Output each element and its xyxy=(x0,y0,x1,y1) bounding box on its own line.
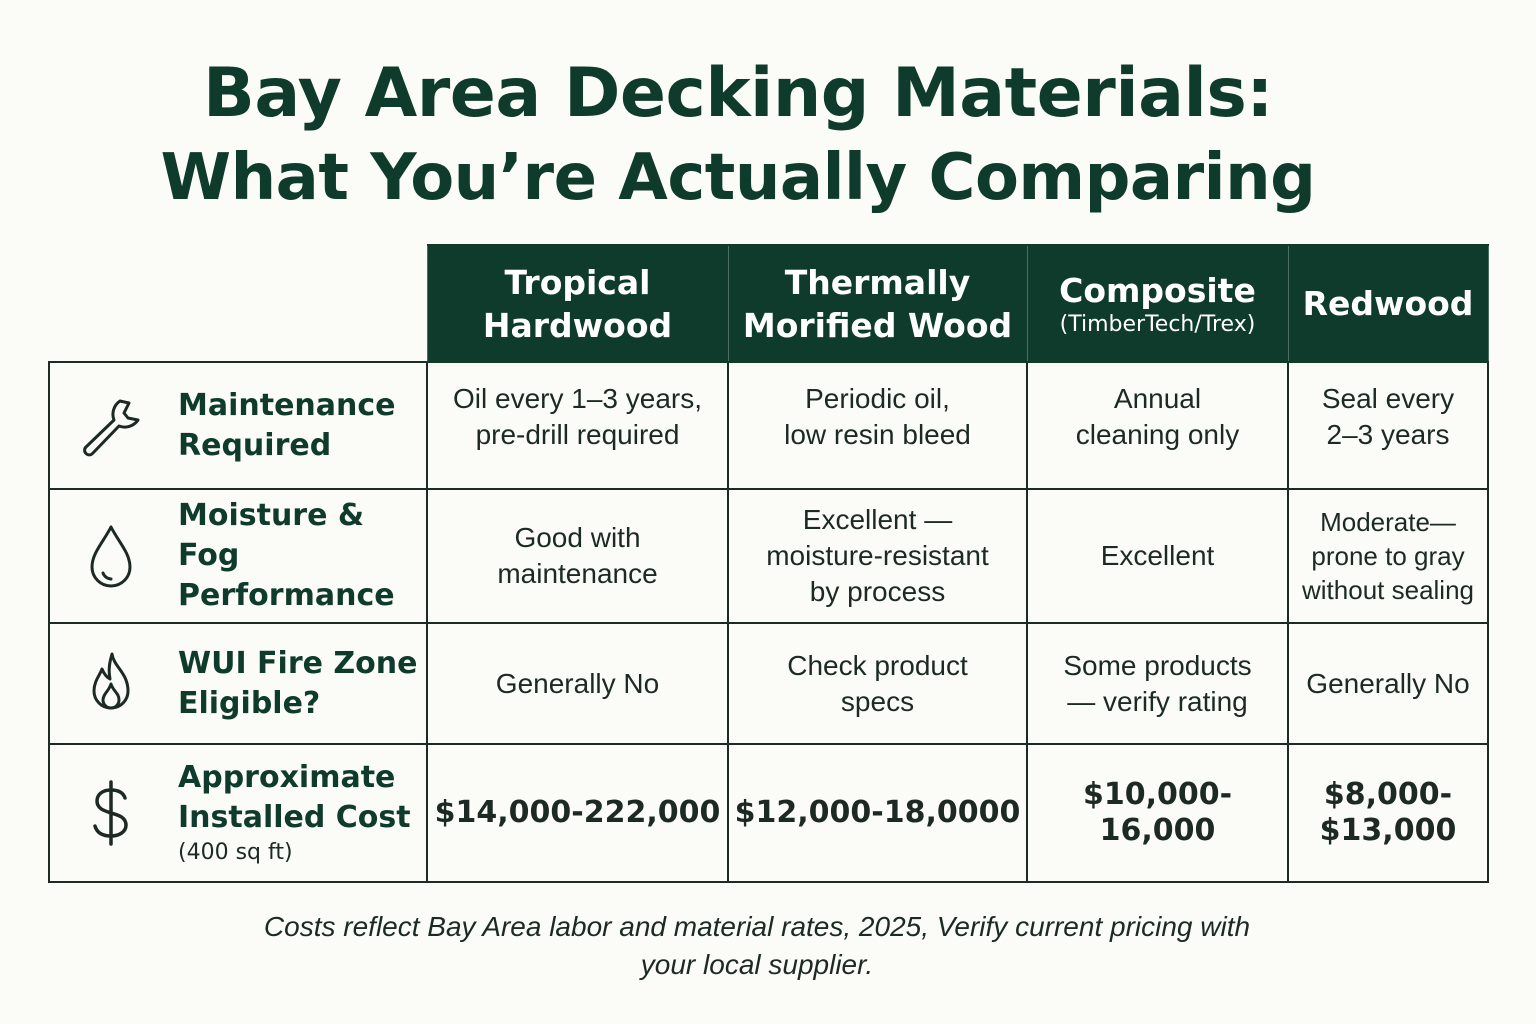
column-header-line: Morified Wood xyxy=(742,305,1013,345)
cell-line: Moderate— xyxy=(1320,507,1456,537)
wrench-icon xyxy=(76,391,146,461)
column-header-composite: Composite (TimberTech/Trex) xyxy=(1026,244,1289,363)
table-row: Maintenance Required Oil every 1–3 years… xyxy=(48,361,1489,490)
cell-line: 2–3 years xyxy=(1326,419,1450,450)
cell-line: low resin bleed xyxy=(784,419,971,450)
flame-icon xyxy=(76,649,146,719)
column-header-line: Tropical xyxy=(504,262,651,302)
row-label-line: Moisture & xyxy=(178,498,365,533)
table-cell: Some products — verify rating xyxy=(1026,622,1289,745)
column-header-redwood: Redwood xyxy=(1287,244,1489,363)
cell-line: moisture-resistant xyxy=(766,540,989,571)
footnote: Costs reflect Bay Area labor and materia… xyxy=(0,908,1514,984)
cell-line: Periodic oil, xyxy=(805,383,950,414)
row-label-note: (400 sq ft) xyxy=(178,840,293,865)
cell-line: specs xyxy=(840,685,915,717)
row-header-wui-fire: WUI Fire Zone Eligible? xyxy=(48,622,428,745)
row-label-line: Fog Performance xyxy=(178,538,395,613)
table-cell: Good with maintenance xyxy=(426,488,729,624)
cell-line: Oil every 1–3 years, xyxy=(453,383,702,414)
cell-line: Excellent — xyxy=(802,504,953,535)
table-cell: Moderate— prone to gray without sealing xyxy=(1287,488,1489,624)
table-cell: $14,000-222,000 xyxy=(426,743,729,883)
cell-line: Generally No xyxy=(495,667,660,699)
cell-line: Check product xyxy=(787,649,968,681)
table-cell: Seal every 2–3 years xyxy=(1287,361,1489,490)
row-header-moisture: Moisture & Fog Performance xyxy=(48,488,428,624)
row-label: Approximate Installed Cost (400 sq ft) xyxy=(178,758,411,868)
table-row: WUI Fire Zone Eligible? Generally No Che… xyxy=(48,622,1489,745)
row-label-line: Installed Cost xyxy=(178,800,411,835)
table-cell: Generally No xyxy=(1287,622,1489,745)
row-header-cost: Approximate Installed Cost (400 sq ft) xyxy=(48,743,428,883)
column-header-line: Hardwood xyxy=(482,305,673,345)
table-cell: $8,000- $13,000 xyxy=(1287,743,1489,883)
column-header-line: Composite xyxy=(1059,271,1256,310)
column-header-line: Thermally xyxy=(784,262,971,302)
row-label: Moisture & Fog Performance xyxy=(178,496,426,616)
row-label-line: WUI Fire Zone xyxy=(178,645,418,681)
footnote-line: your local supplier. xyxy=(640,949,874,980)
table-cell: Excellent xyxy=(1026,488,1289,624)
column-header-thermally-modified: Thermally Morified Wood xyxy=(727,244,1028,363)
row-label: Maintenance Required xyxy=(178,386,396,466)
cell-line: maintenance xyxy=(497,558,658,589)
table-cell: Check product specs xyxy=(727,622,1028,745)
row-label-line: Required xyxy=(178,427,332,463)
cell-line: prone to gray xyxy=(1311,541,1465,571)
table-header-row: Tropical Hardwood Thermally Morified Woo… xyxy=(49,244,1489,363)
table-row: Moisture & Fog Performance Good with mai… xyxy=(48,488,1489,624)
column-header-sub: (TimberTech/Trex) xyxy=(1059,312,1256,337)
row-header-maintenance: Maintenance Required xyxy=(48,361,428,490)
header-corner xyxy=(49,245,427,362)
table-row: Approximate Installed Cost (400 sq ft) $… xyxy=(48,743,1489,883)
page-subtitle: What You’re Actually Comparing xyxy=(160,141,1316,215)
cell-line: Some products xyxy=(1063,649,1252,681)
table-cell: Periodic oil, low resin bleed xyxy=(727,361,1028,490)
page-title: Bay Area Decking Materials: xyxy=(202,54,1274,133)
cell-line: without sealing xyxy=(1302,575,1474,605)
footnote-line: Costs reflect Bay Area labor and materia… xyxy=(263,911,1251,942)
row-label-line: Eligible? xyxy=(178,685,321,721)
table-cell: Excellent — moisture-resistant by proces… xyxy=(727,488,1028,624)
cell-line: $13,000 xyxy=(1319,813,1457,848)
cell-line: by process xyxy=(809,576,946,607)
cell-line: $10,000-16,000 xyxy=(1082,777,1233,848)
cell-line: Seal every xyxy=(1321,383,1455,414)
cell-line: Good with xyxy=(514,522,641,553)
table-cell: Oil every 1–3 years, pre-drill required xyxy=(426,361,729,490)
row-label-line: Maintenance xyxy=(178,387,396,423)
cell-line: cleaning only xyxy=(1075,419,1240,450)
row-label-line: Approximate xyxy=(178,760,396,795)
cell-line: $12,000-18,0000 xyxy=(734,795,1021,830)
cell-line: Generally No xyxy=(1306,667,1470,699)
table-cell: $12,000-18,0000 xyxy=(727,743,1028,883)
cell-line: — verify rating xyxy=(1067,685,1248,717)
column-header-tropical-hardwood: Tropical Hardwood xyxy=(426,244,729,363)
dollar-icon xyxy=(76,778,146,848)
table-cell: Annual cleaning only xyxy=(1026,361,1289,490)
cell-line: pre-drill required xyxy=(475,419,680,450)
row-label: WUI Fire Zone Eligible? xyxy=(178,644,418,724)
cell-line: $14,000-222,000 xyxy=(434,795,721,830)
table-cell: $10,000-16,000 xyxy=(1026,743,1289,883)
column-header-line: Redwood xyxy=(1302,284,1474,323)
cell-line: Excellent xyxy=(1100,540,1215,571)
table-cell: Generally No xyxy=(426,622,729,745)
comparison-table: Tropical Hardwood Thermally Morified Woo… xyxy=(48,244,1489,883)
cell-line: $8,000- xyxy=(1323,777,1453,812)
water-drop-icon xyxy=(76,521,146,591)
cell-line: Annual xyxy=(1113,383,1202,414)
